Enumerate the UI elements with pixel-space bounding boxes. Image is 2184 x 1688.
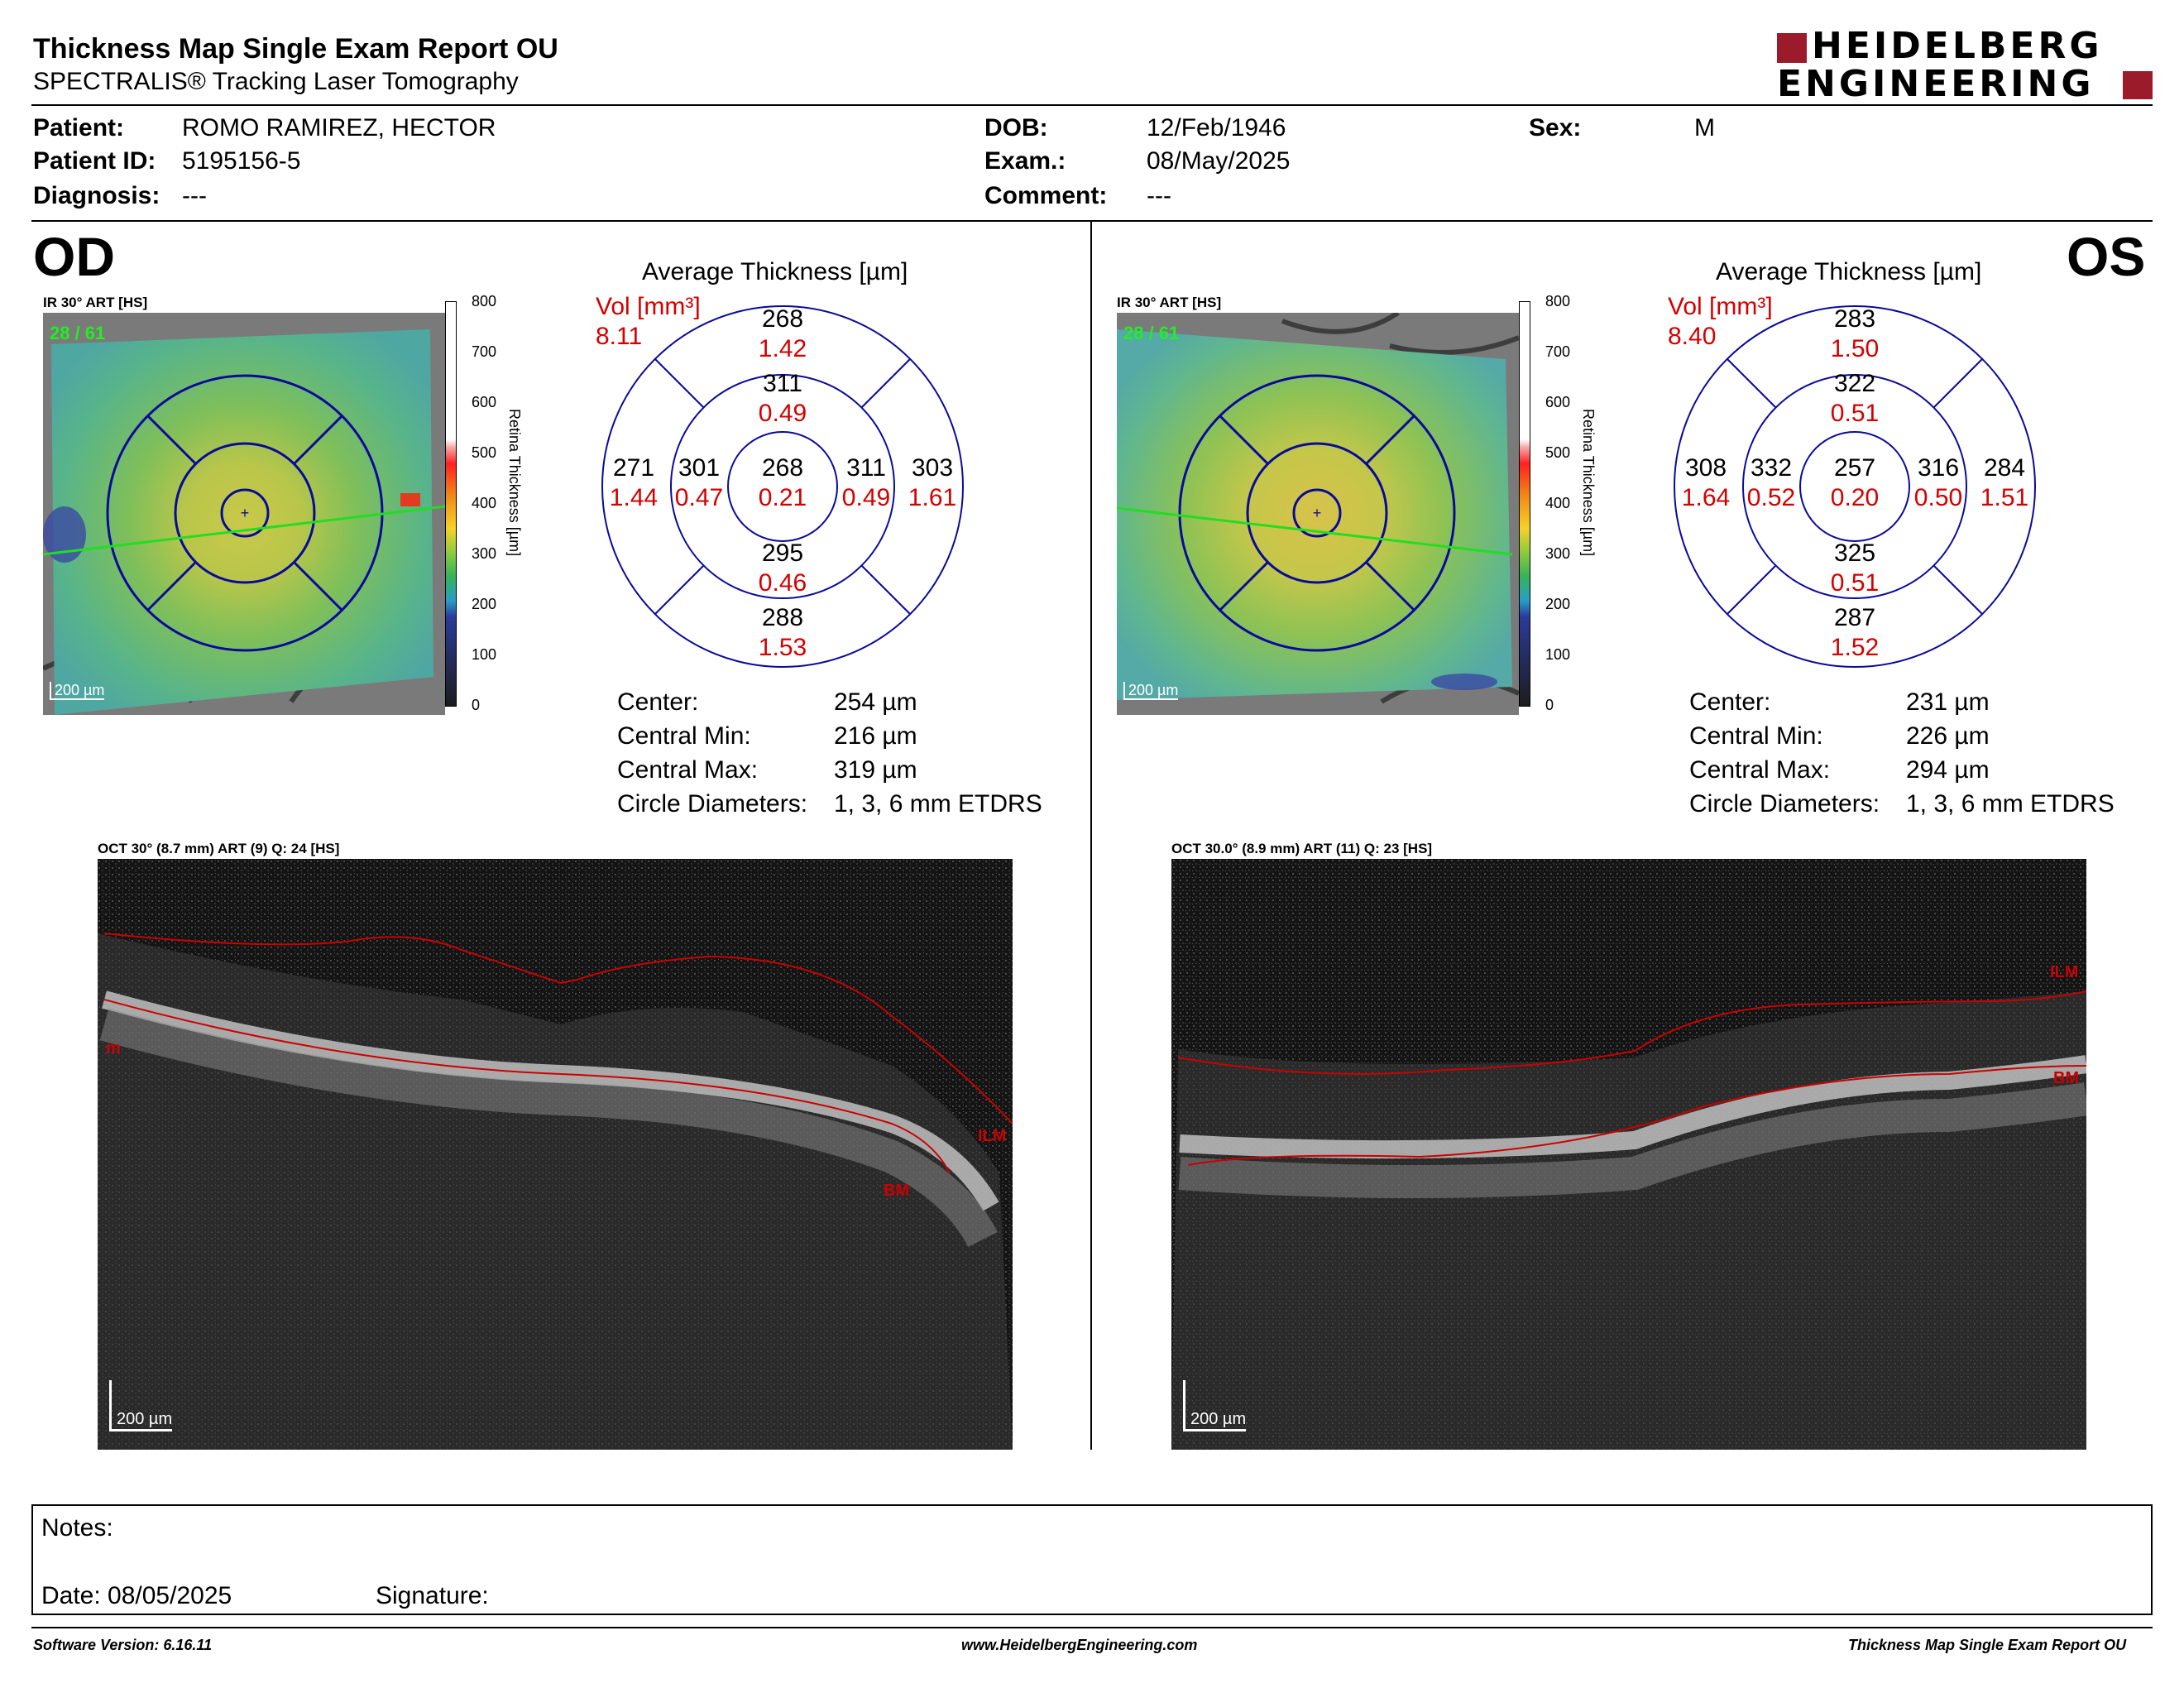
os-inf-inner-thickness: 325 [1834,539,1875,567]
od-fundus-map: + 28 / 61 200 µm [43,313,445,715]
od-left-outer-thickness: 271 [613,454,654,482]
od-inf-inner-vol: 0.46 [759,569,807,597]
os-eye-label: OS [2067,226,2146,287]
notes-box: Notes: Date: 08/05/2025 Signature: [31,1504,2153,1615]
od-eye-label: OD [33,226,115,287]
od-ir-count: 28 / 61 [50,323,106,343]
od-left-outer-vol: 1.44 [610,484,658,511]
dob-value: 12/Feb/1946 [1147,114,1286,141]
date-label: Date: 08/05/2025 [41,1582,232,1609]
od-inf-outer-thickness: 288 [762,604,803,631]
patient-label: Patient: [33,114,125,141]
os-sup-inner-vol: 0.51 [1831,400,1879,427]
od-right-inner-vol: 0.49 [842,484,890,511]
os-inf-inner-vol: 0.51 [1831,569,1879,597]
od-right-outer-thickness: 303 [912,454,953,482]
os-sup-outer-vol: 1.50 [1831,335,1879,362]
od-avg-title: Average Thickness [µm] [642,258,908,285]
os-left-inner-vol: 0.52 [1747,484,1795,511]
os-avg-title: Average Thickness [µm] [1716,258,1982,285]
diagnosis-label: Diagnosis: [33,182,160,209]
od-vol-label: Vol [mm³] [596,293,701,320]
svg-text:+: + [241,505,250,521]
od-sup-inner-vol: 0.49 [759,400,807,427]
od-left-inner-vol: 0.47 [675,484,723,511]
os-left-inner-thickness: 332 [1751,454,1792,482]
os-sup-inner-thickness: 322 [1834,370,1875,397]
od-center-thickness: 268 [762,454,803,482]
os-right-inner-thickness: 316 [1918,454,1959,482]
od-ir-label: IR 30° ART [HS] [43,295,148,310]
os-inf-outer-thickness: 287 [1834,604,1875,631]
diagnosis-value: --- [182,182,207,209]
os-inf-outer-vol: 1.52 [1831,634,1879,661]
od-bm-label: BM [884,1182,910,1200]
os-center-vol: 0.20 [1831,484,1879,511]
exam-label: Exam.: [984,147,1066,175]
os-vol-label: Vol [mm³] [1668,293,1773,320]
od-fundus-scale: 200 µm [50,682,105,700]
os-oct-bscan: ILM BM 200 µm [1171,859,2086,1450]
os-fundus-scale: 200 µm [1123,682,1179,700]
svg-text:+: + [1313,505,1322,521]
dob-label: DOB: [984,114,1048,141]
od-oct-bscan: m ILM BM 200 µm [98,859,1013,1450]
os-ir-count: 28 / 61 [1123,323,1180,343]
od-oct-scale: 200 µm [109,1380,173,1431]
os-bm-label: BM [2053,1069,2080,1087]
od-inf-inner-thickness: 295 [762,539,803,567]
os-right-outer-thickness: 284 [1984,454,2025,482]
os-left-outer-vol: 1.64 [1682,484,1730,511]
od-center-vol: 0.21 [759,484,807,511]
od-sup-inner-thickness: 311 [763,370,802,397]
od-sup-outer-vol: 1.42 [759,335,807,362]
od-right-outer-vol: 1.61 [908,484,956,511]
os-ilm-label: ILM [2050,963,2079,981]
od-right-inner-thickness: 311 [846,454,886,482]
patient-name: ROMO RAMIREZ, HECTOR [182,114,496,141]
sex-value: M [1694,114,1715,141]
os-sup-outer-thickness: 283 [1834,305,1875,333]
od-left-inner-thickness: 301 [678,454,720,482]
exam-value: 08/May/2025 [1147,147,1291,175]
website-link[interactable]: www.HeidelbergEngineering.com [961,1637,1198,1653]
os-ir-label: IR 30° ART [HS] [1117,295,1222,310]
od-ilm-label: ILM [978,1127,1007,1145]
od-m-label: m [106,1039,121,1057]
comment-label: Comment: [984,182,1108,209]
od-oct-label: OCT 30° (8.7 mm) ART (9) Q: 24 [HS] [98,841,340,856]
od-inf-outer-vol: 1.53 [759,634,807,661]
os-vol-value: 8.40 [1668,323,1717,350]
software-version: Software Version: 6.16.11 [33,1637,213,1653]
footer-report-title: Thickness Map Single Exam Report OU [1848,1637,2127,1653]
os-right-outer-vol: 1.51 [1980,484,2028,511]
od-sup-outer-thickness: 268 [762,305,803,333]
sex-label: Sex: [1529,114,1582,141]
os-right-inner-vol: 0.50 [1914,484,1962,511]
os-oct-label: OCT 30.0° (8.9 mm) ART (11) Q: 23 [HS] [1171,841,1433,856]
report-subtitle: SPECTRALIS® Tracking Laser Tomography [33,68,519,95]
os-left-outer-thickness: 308 [1685,454,1727,482]
os-fundus-map: + 28 / 61 200 µm [1117,313,1519,715]
patient-id: 5195156-5 [182,147,301,175]
od-vol-value: 8.11 [596,323,643,350]
od-etdrs-grid: 268 1.42 311 0.49 271 1.44 301 0.47 268 … [601,305,964,668]
os-oct-scale: 200 µm [1183,1380,1247,1431]
report-title: Thickness Map Single Exam Report OU [33,33,558,65]
os-etdrs-grid: 283 1.50 322 0.51 308 1.64 332 0.52 257 … [1674,305,2036,668]
os-center-thickness: 257 [1834,454,1875,482]
notes-label: Notes: [41,1514,113,1542]
comment-value: --- [1147,182,1171,209]
signature-label: Signature: [376,1582,489,1609]
patient-id-label: Patient ID: [33,147,156,175]
